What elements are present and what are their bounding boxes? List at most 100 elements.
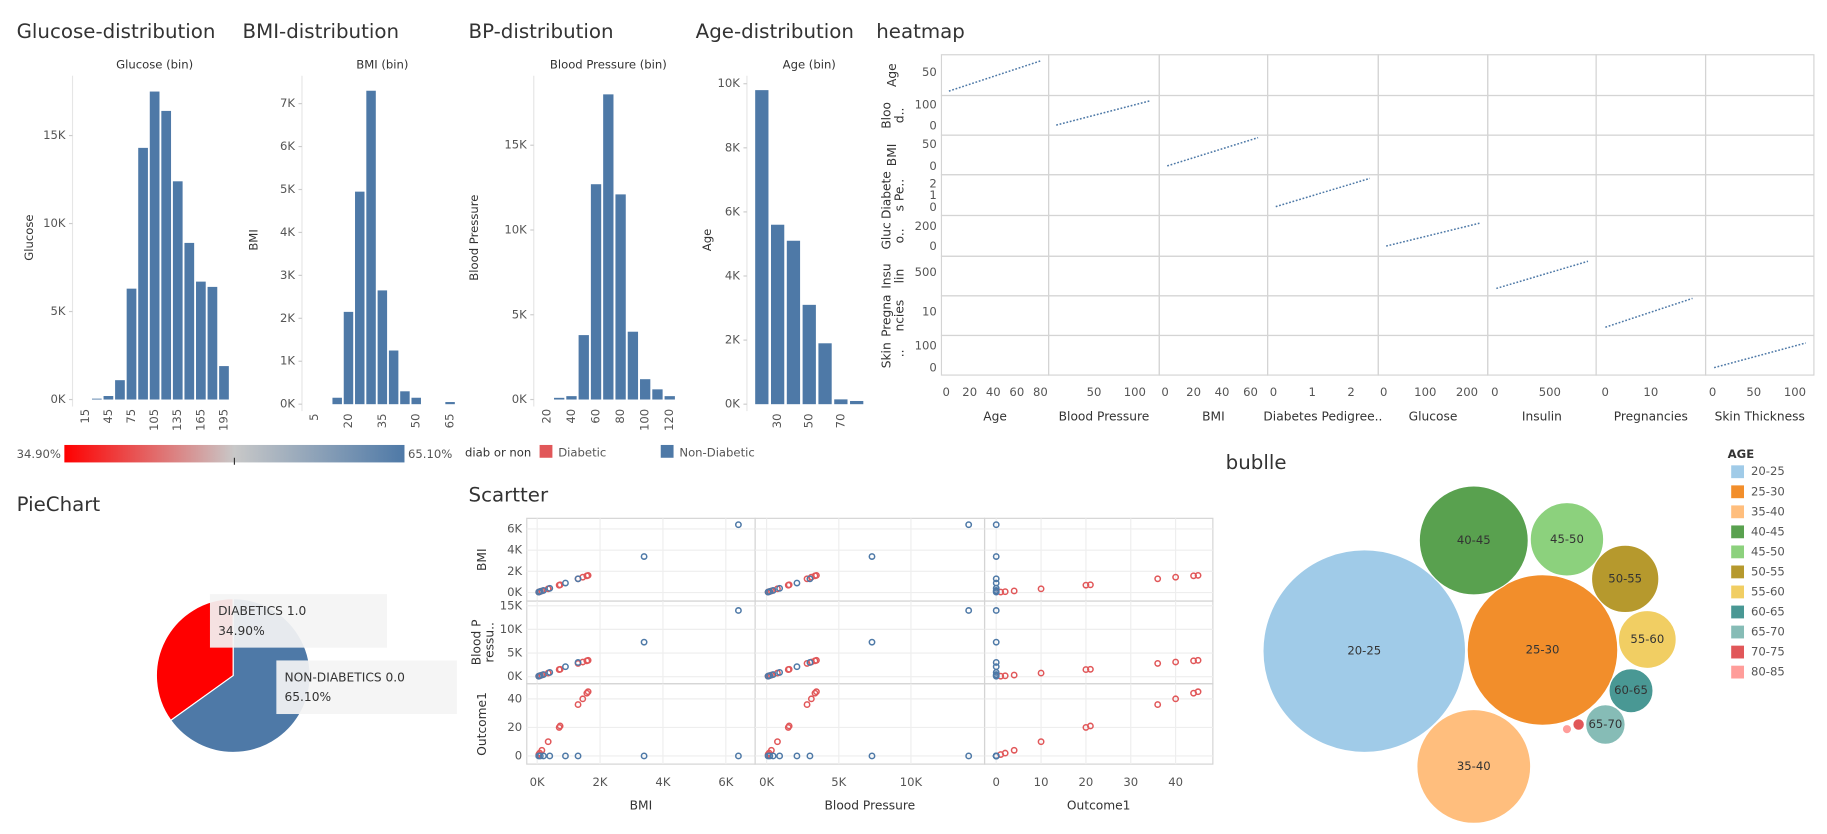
x-tick-label: 35	[375, 414, 389, 429]
bar	[149, 91, 160, 400]
panel	[1267, 94, 1379, 136]
scatter-point	[546, 668, 554, 676]
legend-label: 50-55	[1751, 564, 1785, 578]
color-scale-min: 34.90%	[17, 447, 61, 461]
y-tick-label: 10K	[504, 222, 527, 236]
x-tick-label: 20	[341, 414, 355, 429]
x-tick-label: 2	[1347, 385, 1354, 399]
panel	[983, 683, 1214, 765]
legend-label: Diabetic	[558, 446, 606, 460]
chart-title: bublle	[1226, 451, 1287, 474]
scatter-point	[556, 722, 564, 730]
scatter-point	[803, 701, 811, 709]
scatter-point	[812, 688, 820, 696]
legend-title: AGE	[1728, 447, 1755, 461]
scatter-point	[992, 638, 1000, 646]
panel	[940, 214, 1050, 257]
x-tick-label: 80	[613, 409, 627, 424]
x-tick-label: 500	[1539, 385, 1561, 399]
panel	[1595, 334, 1707, 376]
scatter-point	[992, 607, 1000, 614]
y-tick-label: 6K	[725, 204, 740, 218]
y-axis-label: Age	[700, 229, 714, 251]
panel	[1595, 214, 1707, 257]
diagonal	[1713, 342, 1806, 369]
bar	[103, 396, 114, 400]
y-tick-label: 4K	[507, 543, 522, 557]
bar	[770, 224, 785, 405]
scatter-point	[1172, 658, 1180, 666]
y-tick-label: 3K	[280, 268, 295, 282]
panel	[1267, 134, 1379, 176]
panel	[1595, 54, 1707, 97]
scatter-point	[546, 584, 554, 592]
color-scale	[64, 444, 405, 463]
scatter-point	[640, 553, 648, 560]
legend-label: 65-70	[1751, 625, 1785, 639]
scatter-point	[1086, 722, 1094, 730]
panel	[1704, 334, 1815, 376]
slice-label: DIABETICS 1.0	[218, 604, 306, 618]
scatter-point	[1154, 659, 1162, 667]
scatter-point	[806, 575, 814, 583]
y-tick-label: 0K	[507, 669, 522, 683]
scatter-point	[1086, 665, 1094, 673]
x-tick-label: 50	[409, 414, 423, 429]
panel	[1487, 174, 1597, 217]
y-axis-label: Blood Pressure	[467, 195, 481, 281]
scatter-point	[776, 668, 784, 676]
scatter-point	[579, 695, 587, 703]
y-tick-label: 0K	[725, 397, 740, 411]
bar	[802, 304, 816, 405]
diagonal	[1167, 136, 1259, 167]
legend-title: diab or non	[465, 446, 531, 460]
chart-title: BP-distribution	[469, 20, 614, 43]
bar	[366, 90, 376, 405]
bar	[91, 398, 102, 400]
y-tick-label: 20	[507, 720, 522, 734]
y-tick-label: 40	[507, 691, 522, 705]
panel	[1267, 334, 1379, 376]
x-tick-label: 30	[1123, 775, 1138, 789]
scatter-point	[574, 701, 582, 709]
panel	[1487, 214, 1597, 257]
bar	[627, 331, 639, 400]
scatter-point	[1154, 575, 1162, 583]
panel	[1487, 255, 1597, 297]
bubble-label: 25-30	[1526, 642, 1560, 656]
scatter-point	[868, 752, 876, 760]
bar	[818, 343, 832, 405]
bar	[377, 290, 388, 405]
bar	[664, 396, 675, 400]
panel	[940, 255, 1050, 297]
scatter-point	[1037, 585, 1045, 593]
bubble	[1418, 485, 1529, 596]
scatter-point	[793, 663, 801, 671]
legend-label: 60-65	[1751, 604, 1785, 618]
x-tick-label: 100	[1784, 385, 1806, 399]
diagonal	[1275, 177, 1371, 208]
bubble-label: 50-55	[1608, 571, 1642, 585]
legend-label: 45-50	[1751, 544, 1785, 558]
scatter-point	[992, 553, 1000, 560]
scatter-point	[1001, 588, 1009, 596]
scatter-point	[562, 579, 569, 587]
scatter-point	[584, 571, 592, 579]
legend-label: 55-60	[1751, 584, 1785, 598]
scatter-point	[1154, 701, 1162, 709]
x-tick-label: 10	[1034, 775, 1049, 789]
panel	[1377, 54, 1489, 97]
y-tick-label: 10K	[43, 216, 66, 230]
bar	[755, 90, 769, 405]
x-tick-label: 60	[1243, 385, 1258, 399]
panel	[1377, 334, 1489, 376]
panel	[1158, 255, 1269, 297]
scatter-point	[1190, 657, 1198, 665]
y-tick-label: 500	[915, 265, 937, 279]
bar	[388, 350, 399, 405]
scatter-point	[992, 575, 1000, 583]
x-axis-label: Age	[983, 410, 1007, 424]
panel	[1048, 134, 1160, 176]
panel	[1487, 94, 1597, 136]
